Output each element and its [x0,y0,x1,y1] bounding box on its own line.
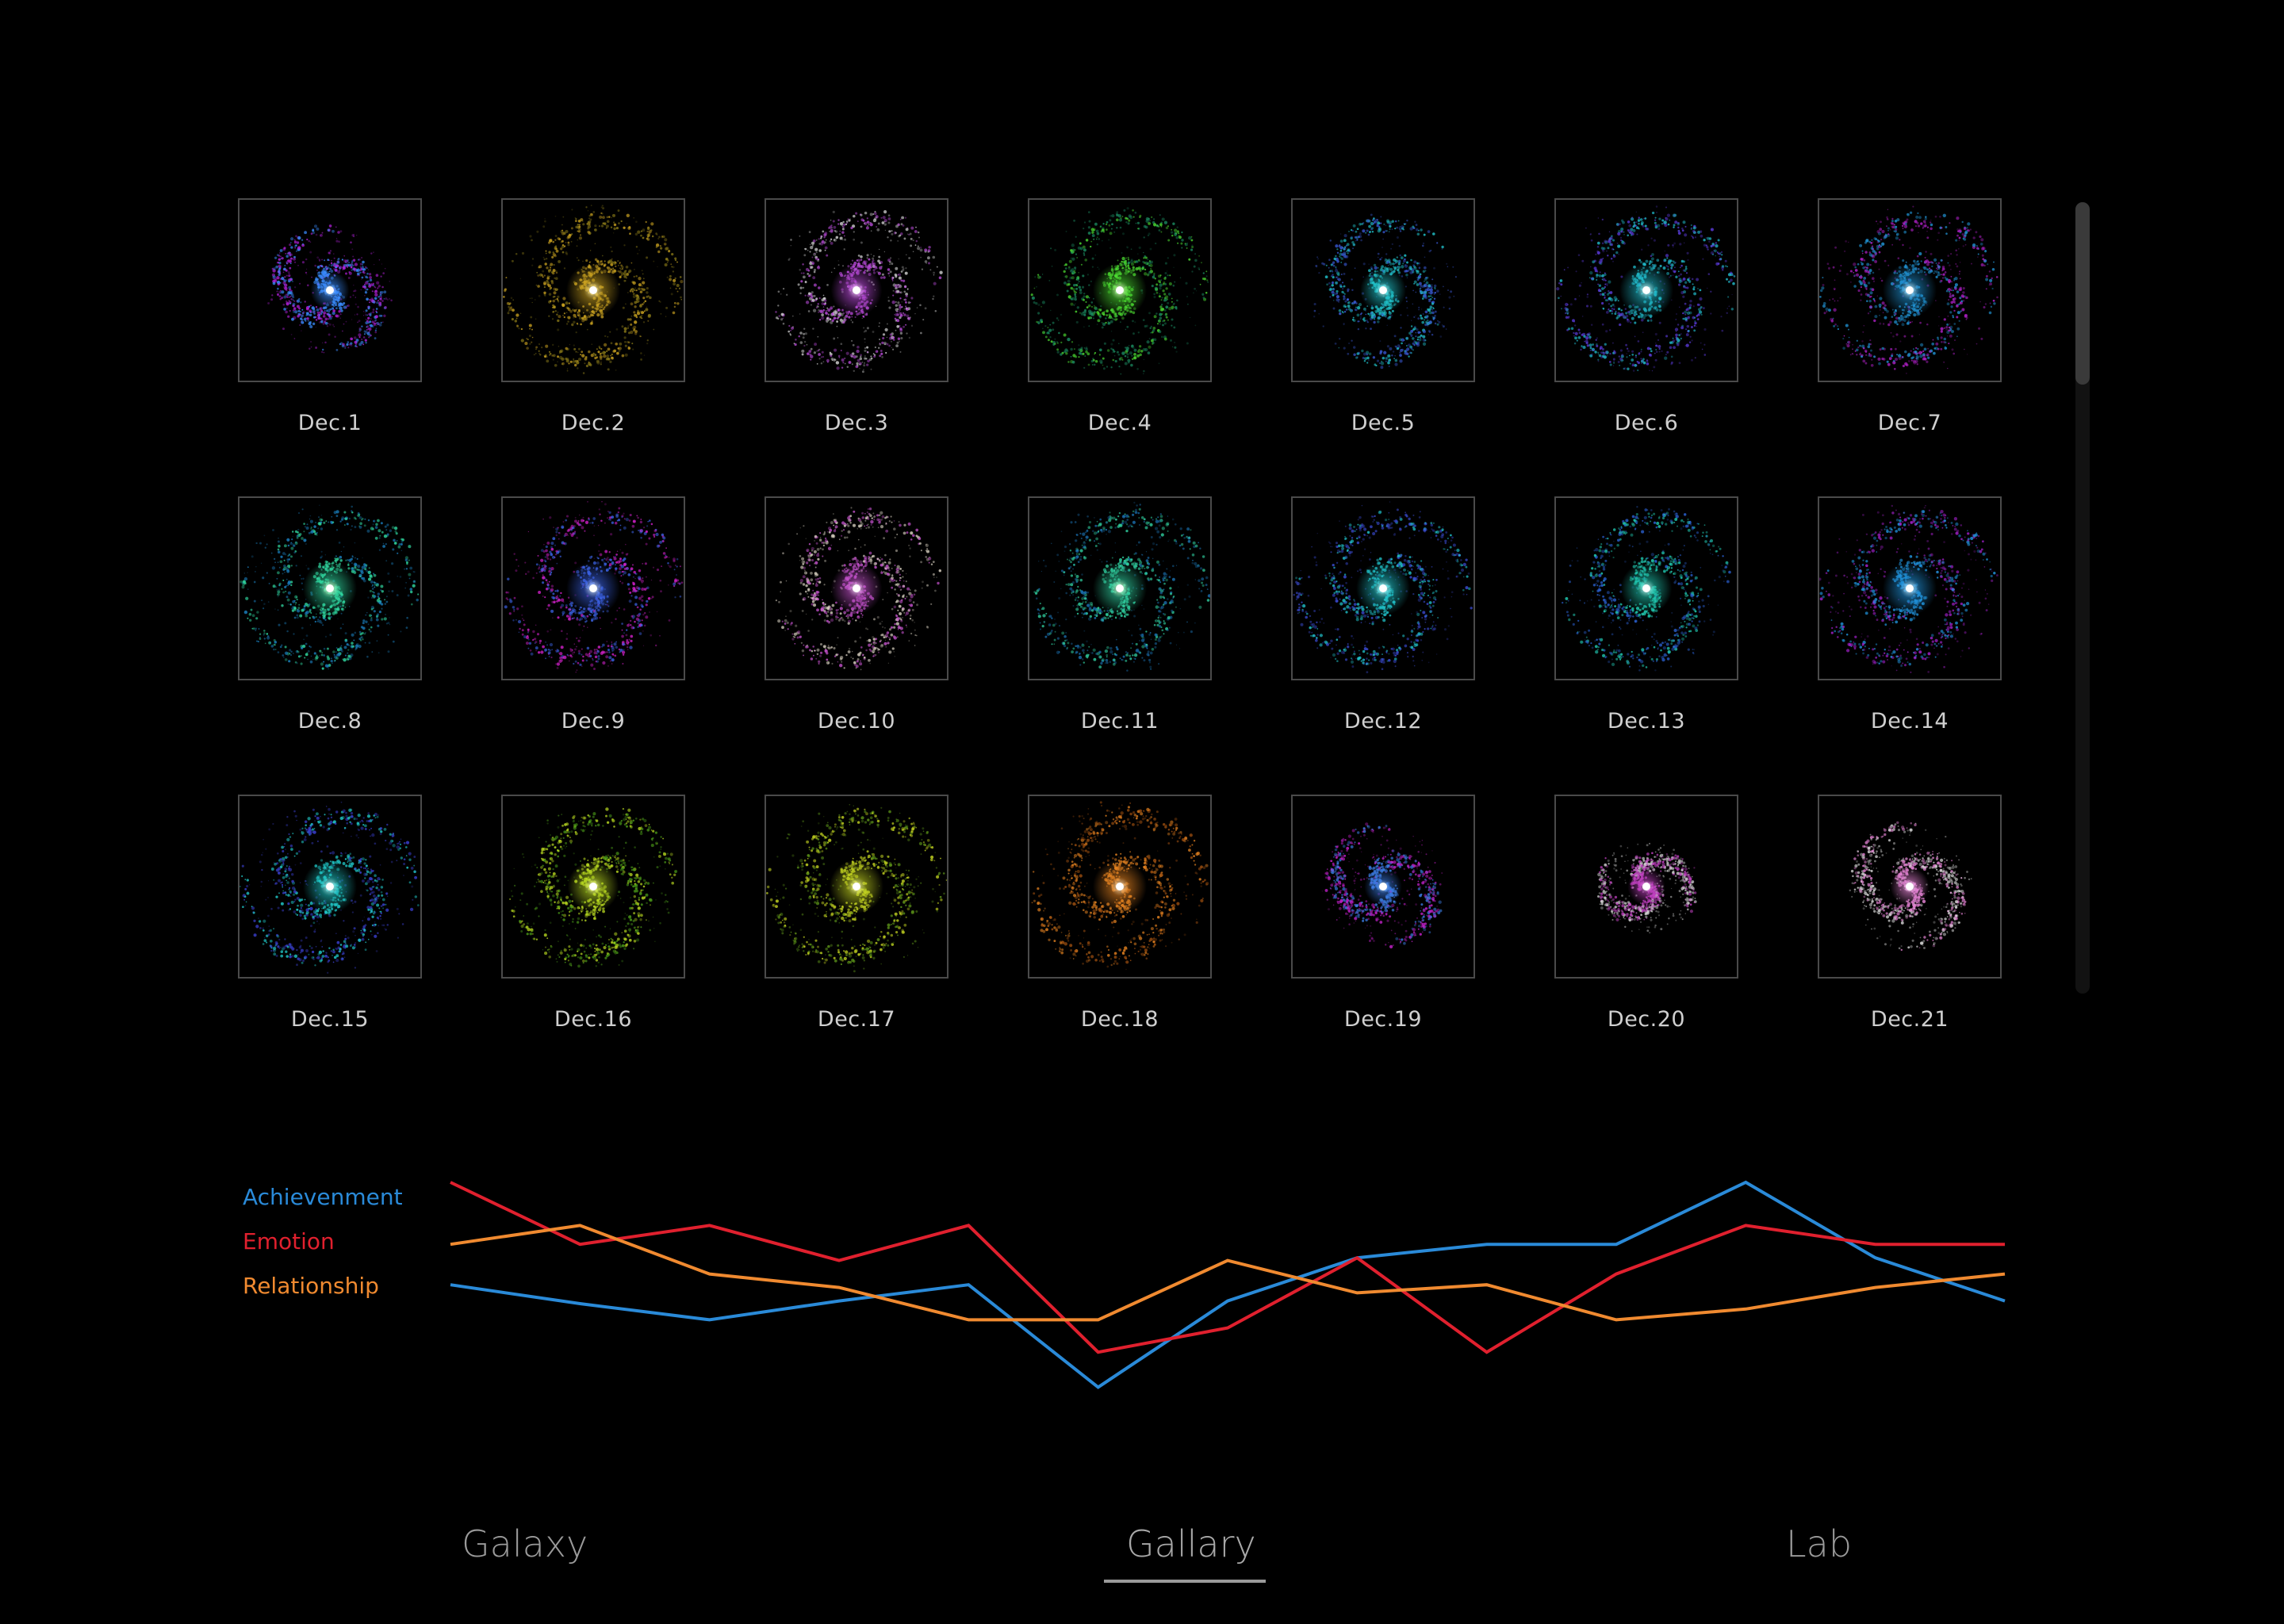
galaxy-thumbnail[interactable] [1291,198,1475,382]
tile-date-label: Dec.17 [817,1007,896,1032]
gallery-tile[interactable]: Dec.15 [238,795,422,1032]
tile-date-label: Dec.1 [297,411,362,435]
tile-date-label: Dec.15 [290,1007,370,1032]
spiral-galaxy-image [240,504,420,670]
tile-date-label: Dec.21 [1870,1007,1949,1032]
mood-line-chart [450,1180,2006,1389]
gallery-tile[interactable]: Dec.13 [1554,496,1738,733]
spiral-galaxy-image [775,507,942,671]
gallery-tile[interactable]: Dec.19 [1291,795,1475,1032]
spiral-galaxy-image [1030,207,1209,375]
galaxy-thumbnail[interactable] [501,496,685,680]
tile-date-label: Dec.9 [561,709,626,733]
tile-date-label: Dec.19 [1343,1007,1423,1032]
tile-date-label: Dec.10 [817,709,896,733]
gallery-tile[interactable]: Dec.1 [238,198,422,435]
galaxy-thumbnail[interactable] [1554,795,1738,979]
galaxy-thumbnail[interactable] [1818,198,2002,382]
galaxy-thumbnail[interactable] [1291,496,1475,680]
legend-emotion: Emotion [243,1228,335,1254]
spiral-galaxy-image [1562,506,1731,672]
gallery-tile[interactable]: Dec.9 [501,496,685,733]
tile-date-label: Dec.18 [1080,1007,1159,1032]
tab-lab[interactable]: Lab [1786,1522,1853,1565]
gallery-tile[interactable]: Dec.7 [1818,198,2002,435]
gallery-tile[interactable]: Dec.4 [1028,198,1212,435]
spiral-galaxy-image [240,801,420,974]
gallery-tile[interactable]: Dec.3 [765,198,948,435]
galaxy-thumbnail[interactable] [1028,496,1212,680]
spiral-galaxy-image [1849,821,1972,952]
spiral-galaxy-image [509,807,678,968]
tile-date-label: Dec.11 [1080,709,1159,733]
legend-relationship: Relationship [243,1273,379,1299]
galaxy-thumbnail[interactable] [1818,795,2002,979]
gallery-tile[interactable]: Dec.5 [1291,198,1475,435]
tile-date-label: Dec.3 [824,411,889,435]
spiral-galaxy-image [1819,205,1998,374]
galaxy-thumbnail[interactable] [238,795,422,979]
spiral-galaxy-image [1556,205,1736,372]
gallery-tile[interactable]: Dec.8 [238,496,422,733]
spiral-galaxy-image [503,205,684,374]
tile-date-label: Dec.13 [1607,709,1686,733]
spiral-galaxy-image [1597,842,1697,934]
spiral-galaxy-image [1031,801,1209,971]
tile-date-label: Dec.16 [554,1007,633,1032]
gallery-tile[interactable]: Dec.11 [1028,496,1212,733]
tile-date-label: Dec.20 [1607,1007,1686,1032]
series-line-relationship [450,1224,2006,1322]
scrollbar-thumb[interactable] [2075,202,2090,385]
tab-gallary[interactable]: Gallary [1126,1522,1256,1565]
galaxy-gallery-grid: Dec.1 Dec.2 Dec.3 Dec.4 Dec.5 Dec.6 Dec.7 Dec.8… [238,198,2014,1039]
spiral-galaxy-image [1293,501,1473,674]
galaxy-thumbnail[interactable] [1554,198,1738,382]
spiral-galaxy-image [504,500,684,673]
galaxy-thumbnail[interactable] [765,198,948,382]
spiral-galaxy-image [766,803,947,973]
spiral-galaxy-image [1321,822,1443,949]
gallery-tile[interactable]: Dec.2 [501,198,685,435]
gallery-tile[interactable]: Dec.6 [1554,198,1738,435]
galaxy-thumbnail[interactable] [1554,496,1738,680]
series-line-achievenment [450,1180,2006,1389]
gallery-tile[interactable]: Dec.12 [1291,496,1475,733]
tile-date-label: Dec.6 [1614,411,1679,435]
spiral-galaxy-image [1033,501,1210,672]
tile-date-label: Dec.8 [297,709,362,733]
gallery-tile[interactable]: Dec.10 [765,496,948,733]
bottom-navigation: Galaxy Gallary Lab [0,1507,2284,1602]
gallery-tile[interactable]: Dec.18 [1028,795,1212,1032]
galaxy-thumbnail[interactable] [1291,795,1475,979]
spiral-galaxy-image [775,210,943,373]
tile-date-label: Dec.5 [1351,411,1416,435]
gallery-scrollbar[interactable] [2075,202,2090,994]
gallery-tile[interactable]: Dec.16 [501,795,685,1032]
spiral-galaxy-image [1819,504,1998,673]
gallery-tile[interactable]: Dec.14 [1818,496,2002,733]
galaxy-thumbnail[interactable] [238,496,422,680]
active-tab-indicator [1104,1580,1266,1583]
series-line-emotion [450,1181,2005,1354]
galaxy-thumbnail[interactable] [765,795,948,979]
tile-date-label: Dec.12 [1343,709,1423,733]
galaxy-thumbnail[interactable] [1028,198,1212,382]
galaxy-thumbnail[interactable] [238,198,422,382]
legend-achievement: Achievenment [243,1184,403,1210]
galaxy-thumbnail[interactable] [501,198,685,382]
tab-galaxy[interactable]: Galaxy [462,1522,588,1565]
tile-date-label: Dec.14 [1870,709,1949,733]
galaxy-thumbnail[interactable] [1028,795,1212,979]
gallery-tile[interactable]: Dec.21 [1818,795,2002,1032]
tile-date-label: Dec.4 [1087,411,1152,435]
tile-date-label: Dec.2 [561,411,626,435]
tile-date-label: Dec.7 [1877,411,1942,435]
gallery-tile[interactable]: Dec.17 [765,795,948,1032]
gallery-tile[interactable]: Dec.20 [1554,795,1738,1032]
galaxy-thumbnail[interactable] [765,496,948,680]
galaxy-thumbnail[interactable] [1818,496,2002,680]
spiral-galaxy-image [1313,213,1457,370]
spiral-galaxy-image [267,224,393,354]
galaxy-thumbnail[interactable] [501,795,685,979]
